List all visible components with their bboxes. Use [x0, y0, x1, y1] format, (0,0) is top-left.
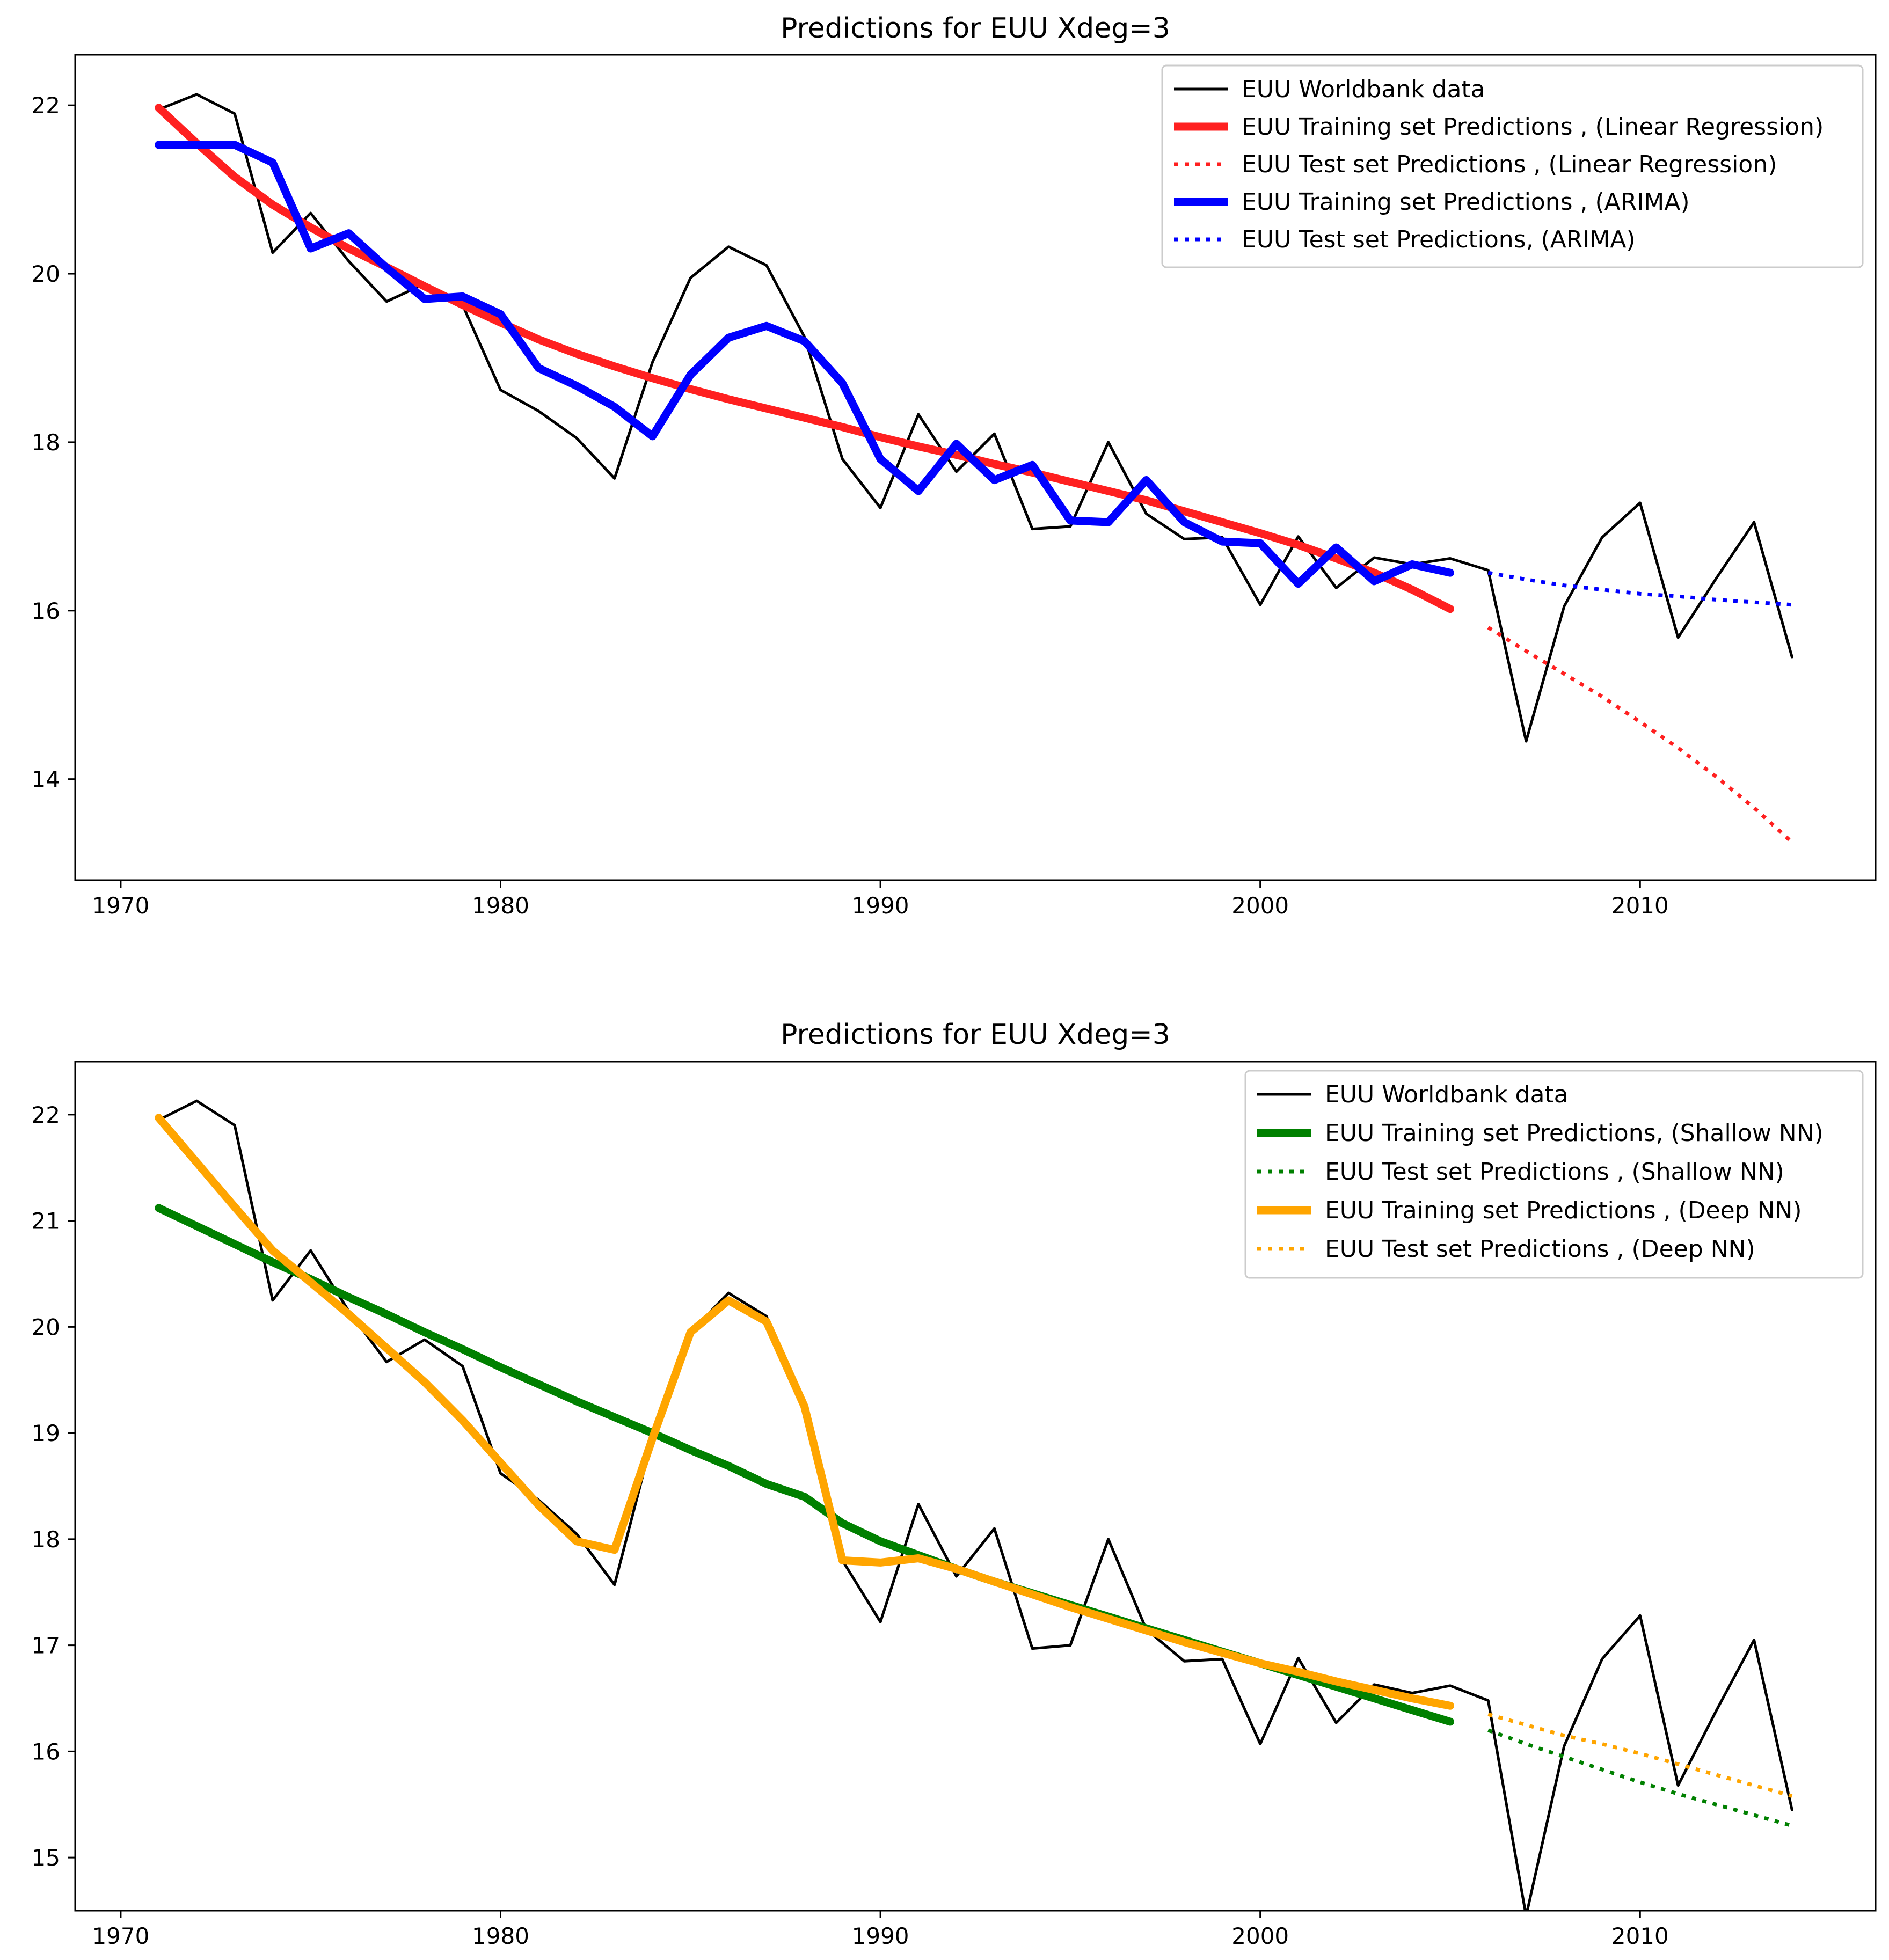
legend-label-1: EUU Training set Predictions , (Linear R… — [1242, 113, 1824, 141]
y-tick-label: 18 — [32, 429, 60, 456]
chart-top: Predictions for EUU Xdeg=3 1970 1980 1990 20… — [32, 12, 1877, 919]
x-tick-label: 2000 — [1231, 893, 1289, 919]
legend-label-4: EUU Test set Predictions , (Deep NN) — [1325, 1235, 1755, 1263]
x-tick-label: 1990 — [852, 893, 909, 919]
axes-frame — [74, 1061, 1877, 1912]
legend-label-3: EUU Training set Predictions , (ARIMA) — [1242, 188, 1690, 216]
legend-label-3: EUU Training set Predictions , (Deep NN) — [1325, 1197, 1802, 1224]
legend-label-2: EUU Test set Predictions , (Shallow NN) — [1325, 1158, 1784, 1186]
y-tick-label: 15 — [32, 1845, 60, 1871]
legend-label-2: EUU Test set Predictions , (Linear Regre… — [1242, 151, 1777, 178]
legend: EUU Worldbank data EUU Training set Predi… — [1244, 1070, 1864, 1279]
x-tick-label: 1970 — [92, 1923, 149, 1949]
legend-label-1: EUU Training set Predictions, (Shallow N… — [1325, 1120, 1824, 1147]
series-line-2 — [1487, 1728, 1793, 1828]
y-tick-label: 20 — [32, 261, 60, 287]
legend-box — [1244, 1070, 1864, 1279]
x-tick-label: 1980 — [472, 1923, 529, 1949]
x-tick-label: 2010 — [1611, 893, 1669, 919]
chart-title: Predictions for EUU Xdeg=3 — [781, 12, 1170, 45]
y-tick-label: 16 — [32, 598, 60, 624]
legend: EUU Worldbank data EUU Training set Predi… — [1161, 64, 1864, 268]
legend-label-0: EUU Worldbank data — [1242, 76, 1485, 103]
x-tick-label: 1970 — [92, 893, 149, 919]
series-group — [155, 93, 1793, 844]
chart-bottom: Predictions for EUU Xdeg=3 1970 1980 1990 20… — [32, 1019, 1877, 1949]
y-tick-label: 16 — [32, 1738, 60, 1765]
y-tick-label: 20 — [32, 1314, 60, 1340]
y-tick-label: 14 — [32, 766, 60, 793]
y-tick-label: 22 — [32, 92, 60, 119]
x-tick-label: 1990 — [852, 1923, 909, 1949]
y-tick-label: 18 — [32, 1526, 60, 1553]
series-line-4 — [1487, 571, 1792, 607]
series-line-0 — [157, 1099, 1793, 1911]
axes-frame — [74, 54, 1877, 881]
x-tick-label: 2000 — [1231, 1923, 1289, 1949]
x-tick-label: 2010 — [1611, 1923, 1669, 1949]
legend-box — [1161, 64, 1864, 268]
series-line-3 — [155, 1114, 1454, 1710]
y-tick-label: 22 — [32, 1102, 60, 1128]
chart-title: Predictions for EUU Xdeg=3 — [781, 1019, 1170, 1051]
y-tick-label: 17 — [32, 1633, 60, 1659]
x-tick-label: 1980 — [472, 893, 529, 919]
series-line-3 — [155, 141, 1454, 588]
y-tick-label: 19 — [32, 1420, 60, 1446]
y-tick-label: 21 — [32, 1208, 60, 1234]
legend-label-4: EUU Test set Predictions, (ARIMA) — [1242, 226, 1636, 253]
series-group — [155, 1099, 1793, 1911]
legend-label-0: EUU Worldbank data — [1325, 1081, 1569, 1108]
